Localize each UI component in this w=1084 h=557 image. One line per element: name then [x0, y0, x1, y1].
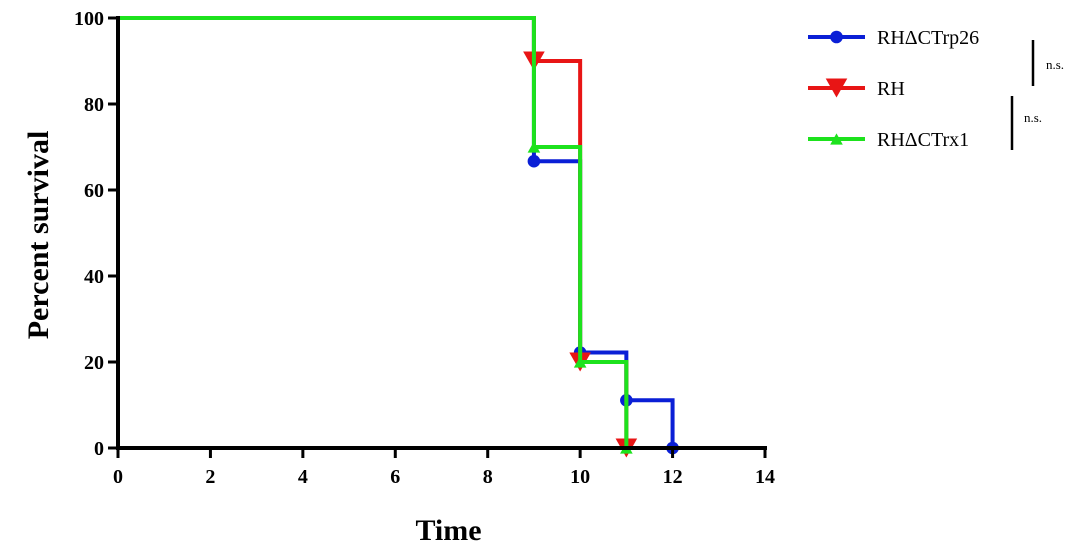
series-point-triangle-up — [830, 133, 843, 145]
legend-label: RH — [877, 78, 905, 100]
x-tick-label: 10 — [570, 466, 590, 488]
x-tick-label: 4 — [298, 466, 308, 488]
significance-label: n.s. — [1046, 57, 1064, 72]
series-line — [118, 16, 629, 448]
series-layer — [118, 16, 679, 458]
legend-label: RHΔCTrx1 — [877, 129, 969, 151]
series-point-circle — [527, 154, 541, 168]
y-tick-label: 20 — [84, 352, 104, 374]
series-point-triangle-up — [527, 141, 541, 153]
series-point-triangle-down — [825, 78, 848, 98]
x-tick-label: 8 — [483, 466, 493, 488]
x-tick-label: 6 — [390, 466, 400, 488]
x-tick-label: 14 — [755, 466, 775, 488]
y-tick-label: 40 — [84, 266, 104, 288]
x-tick-label: 0 — [113, 466, 123, 488]
y-tick-label: 0 — [94, 438, 104, 460]
x-tick-label: 12 — [663, 466, 683, 488]
y-tick-label: 80 — [84, 94, 104, 116]
series-point-circle — [830, 30, 843, 44]
y-tick-label: 60 — [84, 180, 104, 202]
y-axis-title: Percent survival — [22, 131, 55, 340]
x-axis-title: Time — [415, 514, 481, 547]
series-0 — [118, 16, 679, 455]
series-1 — [118, 16, 638, 458]
series-2 — [118, 16, 633, 454]
significance-label: n.s. — [1024, 110, 1042, 125]
x-tick-label: 2 — [205, 466, 215, 488]
ticks-layer: 0 2 4 6 8 10 12 14 0 20 40 60 80 100 — [74, 8, 775, 488]
series-point-triangle-up — [573, 356, 587, 368]
y-tick-label: 100 — [74, 8, 104, 30]
significance-annotations: n.s. n.s. — [1010, 40, 1064, 150]
axes-layer — [116, 16, 767, 450]
legend: RHΔCTrp26 RH RHΔCTrx1 — [808, 27, 979, 151]
legend-label: RHΔCTrp26 — [877, 27, 979, 49]
series-line — [118, 16, 675, 448]
series-line — [118, 16, 629, 448]
